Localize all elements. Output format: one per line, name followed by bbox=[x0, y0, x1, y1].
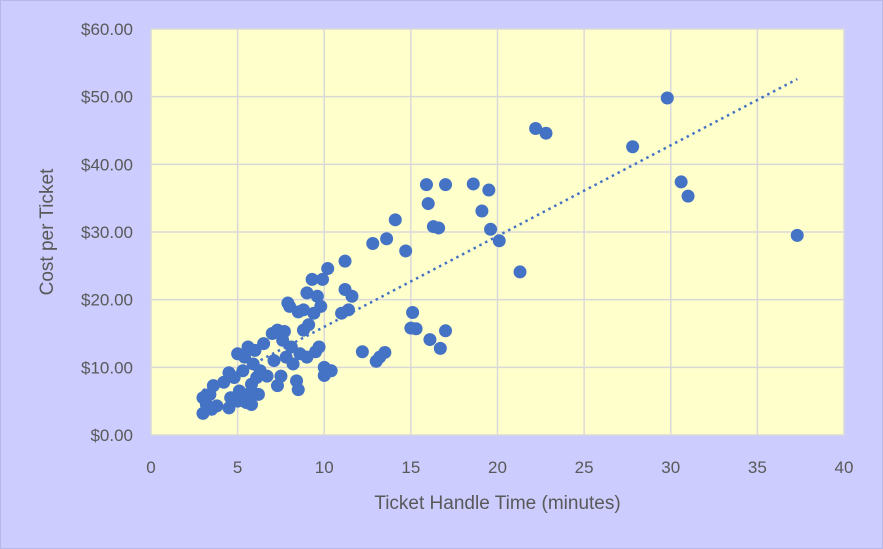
data-point bbox=[324, 364, 338, 378]
y-tick-label: $60.00 bbox=[81, 20, 133, 39]
x-tick-label: 35 bbox=[748, 458, 767, 477]
data-point bbox=[421, 197, 435, 211]
data-point bbox=[539, 126, 553, 140]
data-point bbox=[251, 387, 265, 401]
data-point bbox=[300, 286, 314, 300]
data-point bbox=[529, 121, 543, 135]
y-tick-label: $20.00 bbox=[81, 291, 133, 310]
data-point bbox=[439, 178, 453, 192]
data-point bbox=[244, 398, 258, 412]
data-point bbox=[466, 177, 480, 191]
x-tick-label: 5 bbox=[233, 458, 242, 477]
x-axis-tick-labels: 0 5 10 15 20 25 30 35 40 bbox=[146, 458, 853, 477]
data-point bbox=[260, 369, 274, 383]
data-point bbox=[257, 337, 271, 351]
data-point bbox=[267, 354, 281, 368]
data-point bbox=[674, 175, 688, 189]
data-point bbox=[419, 178, 433, 192]
data-point bbox=[423, 333, 437, 347]
data-point bbox=[484, 222, 498, 236]
x-tick-label: 40 bbox=[835, 458, 854, 477]
x-tick-label: 30 bbox=[661, 458, 680, 477]
data-point bbox=[286, 357, 300, 371]
data-point bbox=[345, 289, 359, 303]
data-point bbox=[439, 324, 453, 338]
gridlines bbox=[150, 28, 845, 436]
data-point bbox=[626, 140, 640, 154]
data-point bbox=[312, 340, 326, 354]
data-point bbox=[399, 244, 413, 258]
y-axis-tick-labels: $0.00 $10.00 $20.00 $30.00 $40.00 $50.00 $60.0… bbox=[81, 20, 133, 445]
x-tick-label: 10 bbox=[315, 458, 334, 477]
data-point bbox=[380, 232, 394, 246]
data-point bbox=[236, 364, 250, 378]
y-tick-label: $0.00 bbox=[90, 426, 133, 445]
data-points bbox=[196, 91, 804, 420]
data-point bbox=[406, 306, 420, 320]
y-tick-label: $30.00 bbox=[81, 223, 133, 242]
data-point bbox=[338, 254, 352, 268]
y-tick-label: $10.00 bbox=[81, 358, 133, 377]
data-point bbox=[302, 318, 316, 332]
y-tick-label: $50.00 bbox=[81, 88, 133, 107]
x-tick-label: 0 bbox=[146, 458, 155, 477]
data-point bbox=[513, 265, 527, 279]
data-point bbox=[296, 303, 310, 317]
data-point bbox=[310, 289, 324, 303]
data-point bbox=[409, 322, 423, 336]
data-point bbox=[475, 204, 489, 218]
data-point bbox=[241, 387, 255, 401]
data-point bbox=[316, 272, 330, 286]
data-point bbox=[432, 221, 446, 235]
data-point bbox=[433, 341, 447, 355]
data-point bbox=[291, 383, 305, 397]
data-point bbox=[378, 345, 392, 359]
data-point bbox=[681, 189, 695, 203]
data-point bbox=[321, 262, 335, 276]
data-point bbox=[366, 237, 380, 251]
y-tick-label: $40.00 bbox=[81, 155, 133, 174]
data-point bbox=[277, 324, 291, 338]
x-tick-label: 25 bbox=[575, 458, 594, 477]
x-tick-label: 20 bbox=[488, 458, 507, 477]
x-axis-title: Ticket Handle Time (minutes) bbox=[374, 493, 620, 514]
data-point bbox=[660, 91, 674, 105]
data-point bbox=[206, 379, 220, 393]
trendline bbox=[202, 77, 798, 392]
data-point bbox=[482, 183, 496, 197]
data-point bbox=[274, 369, 288, 383]
data-point bbox=[790, 228, 804, 242]
data-point bbox=[314, 299, 328, 313]
data-point bbox=[342, 303, 356, 317]
data-point bbox=[210, 399, 224, 413]
data-point bbox=[492, 234, 506, 248]
data-point bbox=[199, 388, 213, 402]
x-tick-label: 15 bbox=[401, 458, 420, 477]
data-point bbox=[388, 213, 402, 227]
data-point bbox=[355, 345, 369, 359]
data-point bbox=[305, 272, 319, 286]
y-axis-title: Cost per Ticket bbox=[37, 168, 58, 295]
